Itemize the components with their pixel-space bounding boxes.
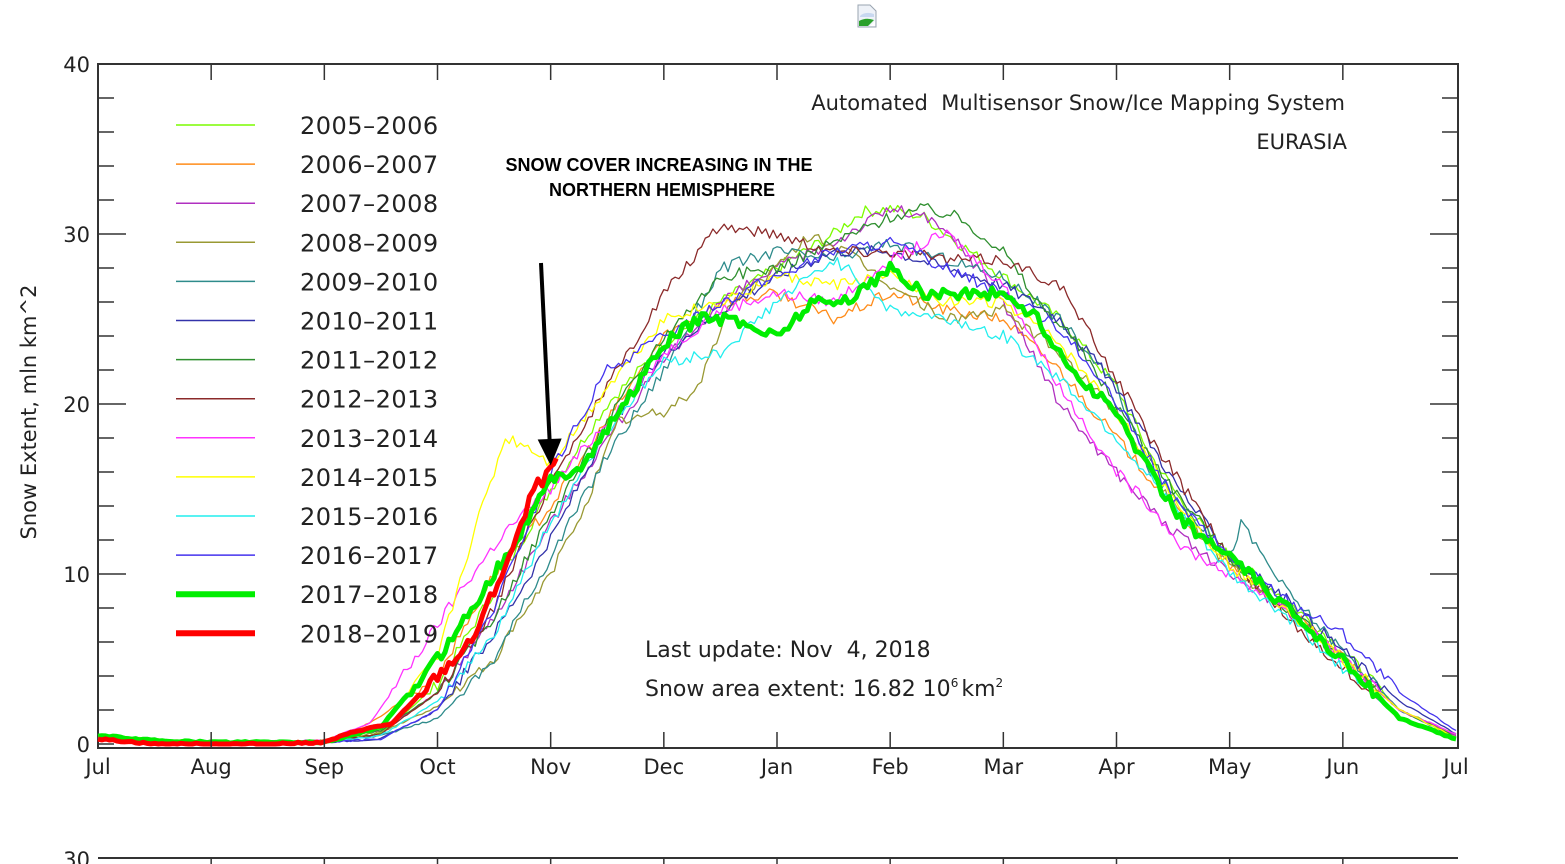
x-tick-label: Jun [1324,755,1359,779]
legend-label: 2018–2019 [300,620,439,648]
legend-label: 2014–2015 [300,464,439,492]
snow-area-extent-text: Snow area extent: 16.82 106 km2 [645,676,1003,702]
x-tick-label: Sep [305,755,345,779]
legend-label: 2010–2011 [300,308,439,336]
y-tick-label: 20 [63,393,90,417]
x-tick-label: Jul [1441,755,1468,779]
chart-subtitle: EURASIA [1256,130,1347,154]
ticks-layer: Jul Aug Sep Oct Nov Dec Jan Feb Mar Apr May Jun Jul0… [63,53,1468,779]
last-update-text: Last update: Nov 4, 2018 [645,638,931,663]
plot-border [97,63,1459,749]
legend-label: 2009–2010 [300,268,439,296]
extent-exp: 6 [951,676,959,690]
second-chart-ytick-30: 30 [63,848,90,864]
arrow-shaft [539,262,552,442]
y-tick-label: 40 [63,53,90,77]
legend-label: 2016–2017 [300,542,439,570]
legend-label: 2008–2009 [300,229,439,257]
extent-prefix: Snow area extent: 16.82 10 [645,677,951,702]
y-tick-label: 0 [77,733,90,757]
legend-label: 2013–2014 [300,425,439,453]
chart-title: Automated Multisensor Snow/Ice Mapping S… [811,91,1345,115]
annotation-line-1: SNOW COVER INCREASING IN THE [505,155,812,175]
y-tick-label: 30 [63,223,90,247]
second-chart-partial: 30 [63,848,1458,864]
extent-unit-exp: 2 [996,676,1004,690]
plot-frame [97,63,1459,749]
annotation-line-2: NORTHERN HEMISPHERE [549,180,775,200]
x-tick-label: Nov [530,755,571,779]
arrow-head [537,438,562,466]
legend-label: 2012–2013 [300,386,439,414]
x-tick-label: Jul [83,755,110,779]
series-line-2018-2019 [97,457,559,747]
legend-label: 2017–2018 [300,581,439,609]
legend-label: 2007–2008 [300,190,439,218]
x-tick-label: Aug [191,755,232,779]
legend-label: 2015–2016 [300,503,439,531]
x-tick-label: Jan [759,755,793,779]
x-tick-label: Mar [984,755,1024,779]
x-tick-label: Oct [419,755,455,779]
legend-label: 2011–2012 [300,347,439,375]
y-tick-label: 10 [63,563,90,587]
legend-label: 2005–2006 [300,112,439,140]
legend-label: 2006–2007 [300,151,439,179]
extent-unit: km [961,677,995,702]
x-tick-label: Apr [1098,755,1135,779]
broken-image-icon [857,4,877,28]
x-tick-label: May [1208,755,1251,779]
annotation-arrow [537,262,562,466]
x-tick-label: Feb [872,755,909,779]
legend: 2005–2006 2006–2007 2007–2008 2008–2009 2009… [176,112,439,648]
y-axis-label: Snow Extent, mln km^2 [17,285,41,540]
x-tick-label: Dec [644,755,685,779]
